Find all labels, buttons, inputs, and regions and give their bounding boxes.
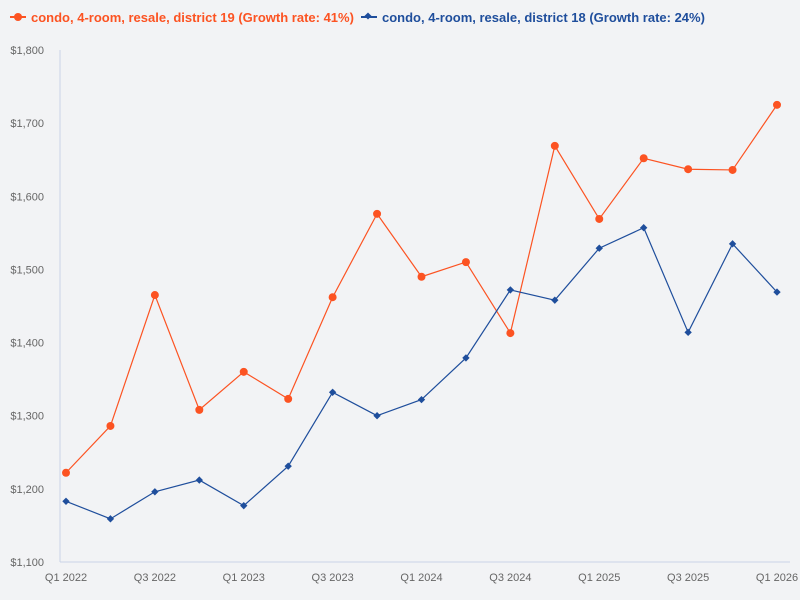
data-point-diamond[interactable]	[240, 502, 248, 510]
y-tick-label: $1,100	[10, 557, 44, 569]
legend-item-district-19[interactable]: condo, 4-room, resale, district 19 (Grow…	[10, 10, 354, 25]
data-point-circle[interactable]	[328, 293, 337, 302]
y-tick-label: $1,700	[10, 118, 44, 130]
data-point-diamond[interactable]	[506, 286, 515, 294]
x-tick-label: Q3 2025	[667, 572, 709, 584]
data-point-diamond[interactable]	[417, 395, 426, 404]
data-point-diamond[interactable]	[151, 488, 159, 496]
y-tick-label: $1,300	[10, 411, 44, 423]
data-point-diamond[interactable]	[551, 296, 559, 304]
x-tick-label: Q3 2023	[312, 572, 354, 584]
data-point-circle[interactable]	[639, 154, 648, 163]
data-point-diamond[interactable]	[106, 515, 115, 523]
x-axis-ticks: Q1 2022 Q3 2022 Q1 2023 Q3 2023 Q1 2024 Q3 20…	[45, 572, 798, 584]
data-point-diamond[interactable]	[640, 224, 648, 232]
y-tick-label: $1,600	[10, 191, 44, 203]
legend: condo, 4-room, resale, district 19 (Grow…	[10, 10, 705, 25]
data-point-diamond[interactable]	[328, 388, 337, 396]
x-tick-label: Q1 2024	[400, 572, 442, 584]
data-point-circle[interactable]	[550, 141, 559, 150]
y-tick-label: $1,200	[10, 484, 44, 496]
data-point-circle[interactable]	[506, 329, 515, 338]
y-tick-label: $1,800	[10, 45, 44, 57]
legend-label: condo, 4-room, resale, district 18 (Grow…	[382, 10, 705, 25]
data-point-circle[interactable]	[284, 394, 293, 403]
data-point-diamond[interactable]	[284, 462, 292, 470]
legend-item-district-18[interactable]: condo, 4-room, resale, district 18 (Grow…	[361, 10, 705, 25]
data-point-circle[interactable]	[195, 405, 204, 414]
x-tick-label: Q3 2024	[489, 572, 531, 584]
data-point-circle[interactable]	[239, 367, 248, 376]
data-point-circle[interactable]	[417, 272, 426, 281]
series-0	[62, 100, 781, 477]
data-point-diamond[interactable]	[684, 328, 692, 337]
series-line	[65, 104, 778, 474]
x-tick-label: Q1 2026	[756, 572, 798, 584]
x-tick-label: Q1 2023	[223, 572, 265, 584]
x-tick-label: Q1 2022	[45, 572, 87, 584]
data-point-circle[interactable]	[373, 209, 382, 218]
data-point-diamond[interactable]	[62, 497, 70, 505]
data-point-circle[interactable]	[773, 100, 781, 109]
diamond-icon	[364, 12, 372, 20]
y-axis-ticks: $1,100 $1,200 $1,300 $1,400 $1,500 $1,600 $1,7…	[10, 45, 44, 569]
x-tick-label: Q1 2025	[578, 572, 620, 584]
data-point-diamond[interactable]	[595, 244, 603, 252]
circle-icon	[14, 13, 22, 21]
data-point-circle[interactable]	[595, 214, 604, 223]
data-point-diamond[interactable]	[462, 354, 470, 362]
data-point-circle[interactable]	[684, 165, 693, 174]
series-1	[62, 224, 781, 523]
data-point-diamond[interactable]	[373, 412, 381, 420]
data-point-diamond[interactable]	[195, 476, 203, 484]
data-point-circle[interactable]	[62, 468, 70, 477]
y-tick-label: $1,400	[10, 338, 44, 350]
legend-label: condo, 4-room, resale, district 19 (Grow…	[31, 10, 354, 25]
data-point-circle[interactable]	[150, 291, 159, 300]
series-line	[65, 226, 778, 520]
y-tick-label: $1,500	[10, 264, 44, 276]
data-point-circle[interactable]	[728, 165, 737, 174]
data-point-circle[interactable]	[106, 421, 115, 430]
x-tick-label: Q3 2022	[134, 572, 176, 584]
data-point-diamond[interactable]	[773, 288, 781, 296]
series-layer	[62, 100, 781, 523]
data-point-circle[interactable]	[461, 258, 470, 267]
